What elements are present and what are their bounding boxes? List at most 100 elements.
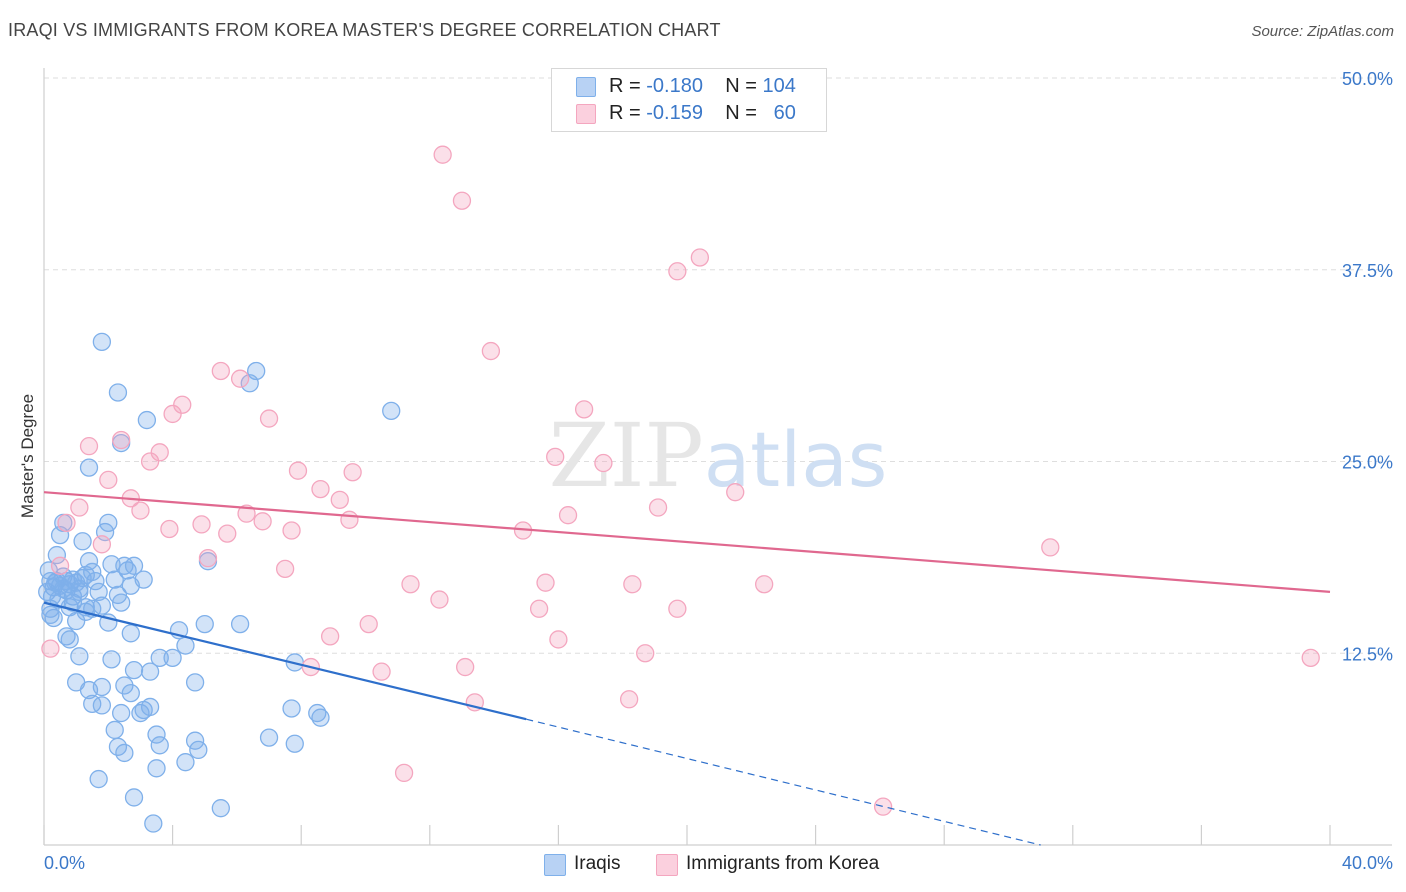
x-tick-label-min: 0.0% [44, 853, 85, 873]
iraqis-point [189, 740, 208, 760]
korea-point [456, 657, 475, 677]
iraqis-point [124, 660, 144, 680]
y-tick-label: 50.0% [1342, 69, 1393, 89]
korea-point [1301, 648, 1320, 668]
korea-point [320, 627, 340, 646]
iraqis-point [230, 614, 250, 634]
iraqis-point [311, 708, 330, 727]
korea-point [668, 599, 687, 618]
korea-point [372, 662, 391, 681]
y-tick-label: 12.5% [1342, 644, 1393, 664]
korea-point [359, 614, 378, 634]
legend-n-label: N = [725, 102, 763, 124]
korea-point [237, 504, 256, 523]
trend-lines [43, 491, 1331, 846]
iraqis-point [105, 570, 124, 589]
iraqis-point [147, 725, 166, 744]
legend-label-korea: Immigrants from Korea [686, 853, 880, 874]
iraqis-point [41, 605, 60, 625]
legend-r-value: -0.180 [646, 75, 703, 97]
korea-point [529, 599, 549, 618]
iraqis-point [140, 697, 160, 717]
iraqis-point [282, 699, 301, 718]
korea-point [452, 191, 472, 210]
iraqis-point [44, 608, 63, 628]
iraqis-point [57, 627, 76, 646]
korea-point [259, 409, 279, 428]
korea-point [536, 573, 555, 592]
korea-point [41, 639, 60, 658]
korea-point [131, 501, 150, 520]
korea-point [394, 763, 414, 783]
iraqis-point [60, 630, 79, 649]
korea-point [574, 400, 594, 419]
korea-point [282, 521, 301, 540]
iraqis-point [102, 650, 121, 669]
iraqis-point [134, 570, 153, 589]
chart-title: IRAQI VS IMMIGRANTS FROM KOREA MASTER'S … [8, 20, 721, 40]
iraqis-point [240, 374, 259, 393]
korea-point [150, 443, 169, 462]
legend-n-label: N = [725, 75, 763, 97]
iraqis-point [195, 614, 214, 634]
iraqis-point [89, 582, 108, 602]
korea-point [558, 506, 578, 525]
iraqis-point [382, 401, 401, 421]
axes [43, 68, 1392, 846]
iraqis-point [47, 545, 67, 565]
korea-trend-line [43, 491, 1331, 593]
iraqis-points [38, 332, 401, 833]
korea-point [92, 535, 112, 554]
iraqis-point [92, 696, 112, 715]
korea-point [546, 447, 565, 467]
korea-point [433, 145, 452, 164]
iraqis-point [285, 734, 304, 753]
korea-point [619, 690, 639, 709]
x-tick-label-max: 40.0% [1342, 853, 1393, 873]
iraqis-point [89, 769, 108, 789]
iraqis-point [112, 593, 131, 612]
legend-swatch-iraqis [544, 854, 566, 876]
legend-n-value: 60 [773, 102, 796, 124]
iraqis-point [259, 728, 279, 747]
korea-point [192, 515, 211, 534]
x-tick-labels: 0.0% 40.0% [44, 853, 1393, 873]
korea-point [160, 519, 179, 539]
iraqis-point [115, 743, 134, 763]
korea-point [340, 510, 359, 529]
y-tick-label: 37.5% [1342, 261, 1393, 281]
iraqis-trend-extension [526, 718, 1041, 846]
iraqis-point [70, 582, 89, 602]
korea-point [623, 575, 642, 594]
iraqis-point [112, 703, 131, 723]
korea-point [275, 559, 295, 579]
korea-point [173, 395, 192, 414]
legend-r-label: R = [609, 75, 647, 97]
korea-point [636, 644, 655, 663]
korea-point [288, 461, 308, 480]
iraqis-point [131, 703, 150, 723]
korea-point [668, 262, 687, 281]
iraqis-point [124, 788, 144, 807]
iraqis-point [73, 532, 92, 551]
legend-label-iraqis: Iraqis [574, 853, 621, 874]
legend-swatch-korea [576, 104, 596, 124]
legend-swatch-iraqis [576, 77, 596, 97]
iraqis-point [144, 814, 163, 833]
iraqis-point [99, 513, 118, 533]
iraqis-point [57, 572, 76, 591]
korea-point [79, 437, 99, 456]
korea-point [57, 513, 76, 533]
korea-point [198, 548, 218, 568]
korea-point [99, 470, 118, 490]
y-tick-labels: 12.5% 25.0% 37.5% 50.0% [1342, 69, 1393, 664]
iraqis-point [67, 611, 86, 631]
iraqis-point [92, 677, 112, 697]
legend-n-value: 104 [762, 75, 796, 97]
iraqis-point [124, 556, 144, 575]
iraqis-point [137, 410, 157, 430]
korea-point [311, 479, 330, 499]
iraqis-point [105, 720, 124, 740]
korea-point [112, 430, 131, 450]
